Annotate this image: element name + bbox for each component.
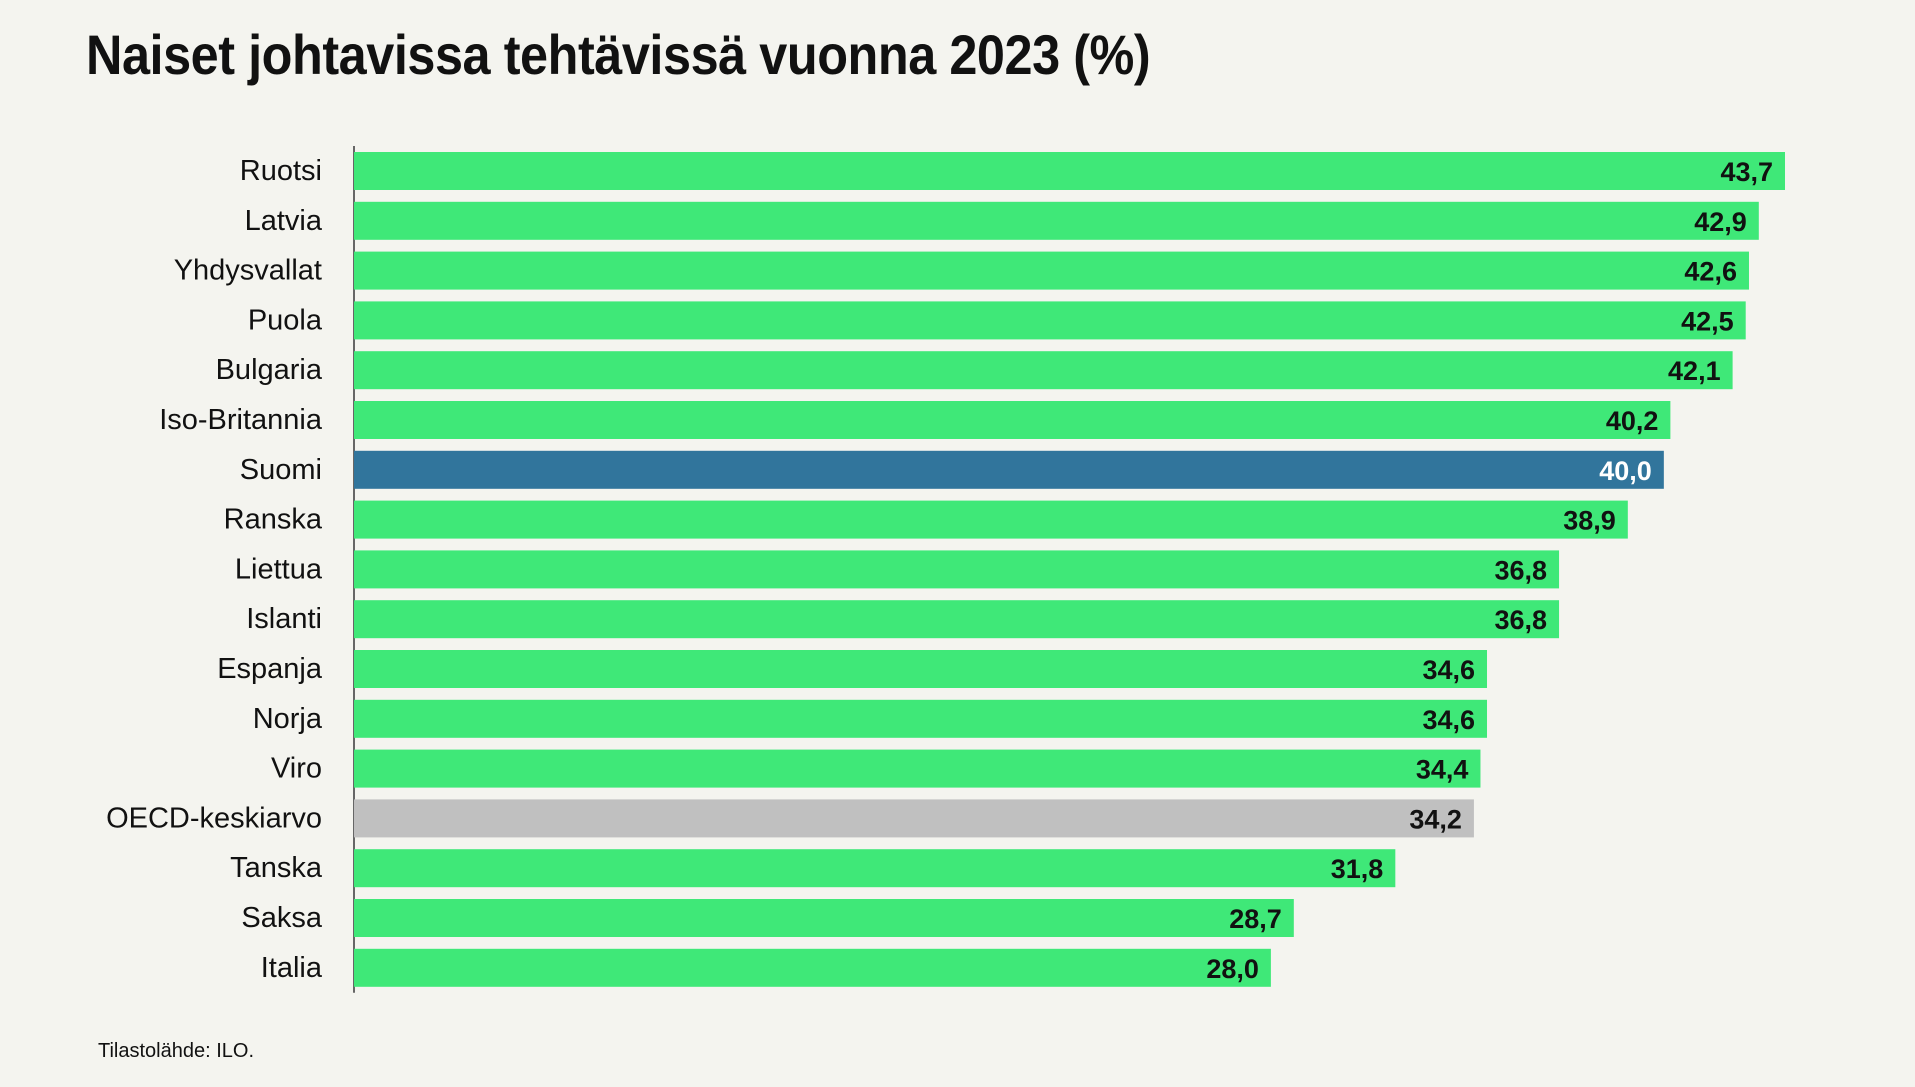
category-label: Viro xyxy=(271,753,322,785)
category-label: Tanska xyxy=(230,852,323,884)
category-label: OECD-keskiarvo xyxy=(106,802,322,834)
bar-italia xyxy=(354,948,1271,987)
value-label: 28,7 xyxy=(1229,904,1282,934)
bars-group: Ruotsi 43,7 Latvia 42,9 Yhdysvallat 42,6 Puola… xyxy=(106,152,1785,987)
bar-espanja xyxy=(354,650,1488,688)
bar-ruotsi xyxy=(354,152,1785,190)
value-label: 36,8 xyxy=(1494,605,1547,635)
value-label: 38,9 xyxy=(1563,506,1616,536)
category-label: Espanja xyxy=(217,653,323,685)
category-label: Yhdysvallat xyxy=(174,255,322,287)
bar-norja xyxy=(354,699,1488,738)
category-label: Liettua xyxy=(235,553,323,585)
category-label: Ranska xyxy=(224,504,323,536)
category-label: Islanti xyxy=(246,603,322,635)
bar-bulgaria xyxy=(354,351,1733,390)
category-label: Latvia xyxy=(245,205,323,237)
value-label: 42,9 xyxy=(1694,207,1747,237)
category-label: Norja xyxy=(253,703,323,735)
value-label: 42,5 xyxy=(1681,306,1734,336)
bar-liettua xyxy=(354,550,1560,589)
bar-viro xyxy=(354,749,1481,788)
value-label: 42,1 xyxy=(1668,356,1721,386)
category-label: Ruotsi xyxy=(240,155,322,187)
value-label: 34,6 xyxy=(1422,655,1475,685)
value-label: 42,6 xyxy=(1684,257,1737,287)
value-label: 34,6 xyxy=(1422,705,1475,735)
category-label: Saksa xyxy=(241,902,322,934)
value-label: 34,4 xyxy=(1416,755,1469,785)
category-label: Iso-Britannia xyxy=(159,404,323,436)
bar-islanti xyxy=(354,600,1560,639)
category-label: Bulgaria xyxy=(216,354,323,386)
value-label: 28,0 xyxy=(1206,954,1259,984)
chart-title: Naiset johtavissa tehtävissä vuonna 2023… xyxy=(86,23,1151,86)
value-label: 40,2 xyxy=(1606,406,1659,436)
category-label: Puola xyxy=(248,304,323,336)
value-label: 34,2 xyxy=(1409,804,1462,834)
bar-ranska xyxy=(354,500,1628,539)
bar-iso-britannia xyxy=(354,401,1671,439)
value-label: 36,8 xyxy=(1494,555,1547,585)
bar-suomi xyxy=(354,450,1664,489)
bar-latvia xyxy=(354,201,1759,240)
source-note: Tilastolähde: ILO. xyxy=(98,1040,255,1062)
bar-saksa xyxy=(354,899,1294,937)
value-label: 40,0 xyxy=(1599,456,1652,486)
category-label: Suomi xyxy=(240,454,322,486)
bar-yhdysvallat xyxy=(354,251,1749,290)
value-label: 31,8 xyxy=(1331,854,1384,884)
category-label: Italia xyxy=(261,952,323,984)
value-label: 43,7 xyxy=(1720,157,1773,187)
bar-puola xyxy=(354,301,1746,340)
bar-tanska xyxy=(354,849,1396,888)
bar-oecd-keskiarvo xyxy=(354,799,1474,838)
